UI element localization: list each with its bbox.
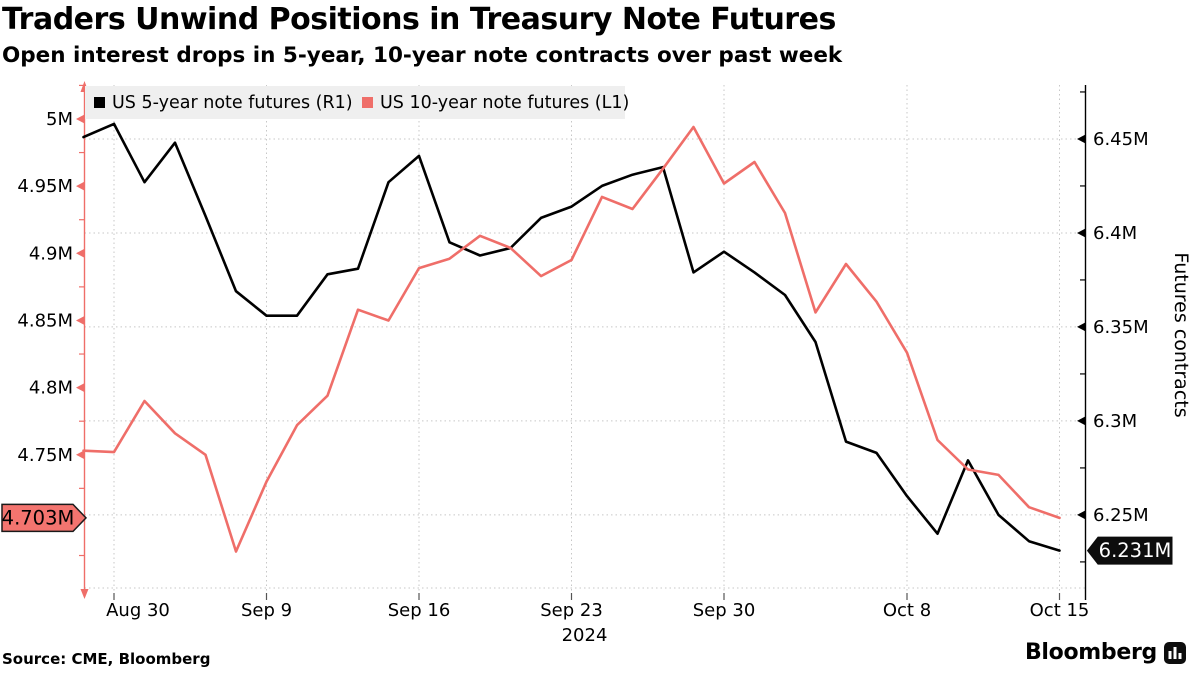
left-axis-bottom-arrow-icon: [80, 589, 89, 599]
right-axis-tick-label: 6.25M: [1093, 505, 1149, 526]
x-axis-label: Sep 9: [241, 600, 292, 621]
right-axis-tick-label: 6.45M: [1093, 129, 1149, 150]
right-axis-tick-arrow-icon: [1077, 134, 1086, 144]
left-axis-tick-label: 4.9M: [29, 243, 73, 264]
x-axis-label: Sep 30: [693, 600, 756, 621]
bloomberg-wordmark: Bloomberg: [1024, 640, 1157, 665]
x-axis-year-label: 2024: [562, 625, 608, 646]
last-value-badge-10-year: [1, 503, 88, 533]
last-value-badge-5-year: [1086, 536, 1173, 565]
bloomberg-chart-icon: [1164, 641, 1186, 664]
left-axis-tick-arrow-icon: [76, 383, 85, 393]
legend-swatch-5-year-icon: [94, 97, 105, 108]
last-value-badge-10-year-label: 4.703M: [2, 506, 75, 529]
x-axis-label: Oct 15: [1030, 600, 1090, 621]
source-text: Source: CME, Bloomberg: [2, 650, 211, 668]
x-axis-label: Oct 8: [883, 600, 931, 621]
left-axis-tick-arrow-icon: [76, 114, 85, 124]
page-subtitle: Open interest drops in 5-year, 10-year n…: [2, 43, 843, 68]
right-axis-tick-arrow-icon: [1077, 228, 1086, 238]
x-axis-label: Sep 23: [540, 600, 603, 621]
left-axis-tick-arrow-icon: [76, 181, 85, 191]
left-axis-tick-label: 5M: [46, 109, 73, 130]
right-axis-tick-label: 6.4M: [1093, 223, 1137, 244]
right-axis-tick-label: 6.3M: [1093, 411, 1137, 432]
legend-label-10-year: US 10-year note futures (L1): [380, 92, 630, 113]
left-axis-tick-label: 4.85M: [17, 310, 73, 331]
x-axis-label: Sep 16: [388, 600, 451, 621]
right-axis-title: Futures contracts: [1170, 252, 1192, 418]
last-value-badge-5-year-label: 6.231M: [1099, 539, 1172, 562]
legend-item-10-year: US 10-year note futures (L1): [362, 86, 629, 119]
chart-legend: US 5-year note futures (R1) US 10-year n…: [85, 86, 629, 119]
legend-swatch-10-year-icon: [362, 97, 373, 108]
left-axis-tick-label: 4.95M: [17, 176, 73, 197]
legend-label-5-year: US 5-year note futures (R1): [112, 92, 353, 113]
left-axis-tick-arrow-icon: [76, 248, 85, 258]
left-axis-tick-label: 4.8M: [29, 378, 73, 399]
series-line-us-10-year-note-futures-l1: [82, 125, 1061, 553]
right-axis-tick-label: 6.35M: [1093, 317, 1149, 338]
right-axis-tick-arrow-icon: [1077, 322, 1086, 332]
left-axis-tick-arrow-icon: [76, 450, 85, 460]
page-title: Traders Unwind Positions in Treasury Not…: [2, 2, 836, 37]
right-axis-tick-arrow-icon: [1077, 510, 1086, 520]
series-line-us-5-year-note-futures-r1: [82, 122, 1061, 552]
right-axis-tick-arrow-icon: [1077, 416, 1086, 426]
left-axis-tick-arrow-icon: [76, 315, 85, 325]
legend-item-5-year: US 5-year note futures (R1): [94, 86, 353, 119]
x-axis-label: Aug 30: [106, 600, 170, 621]
bloomberg-logo: Bloomberg: [1025, 640, 1186, 665]
left-axis-tick-label: 4.75M: [17, 445, 73, 466]
